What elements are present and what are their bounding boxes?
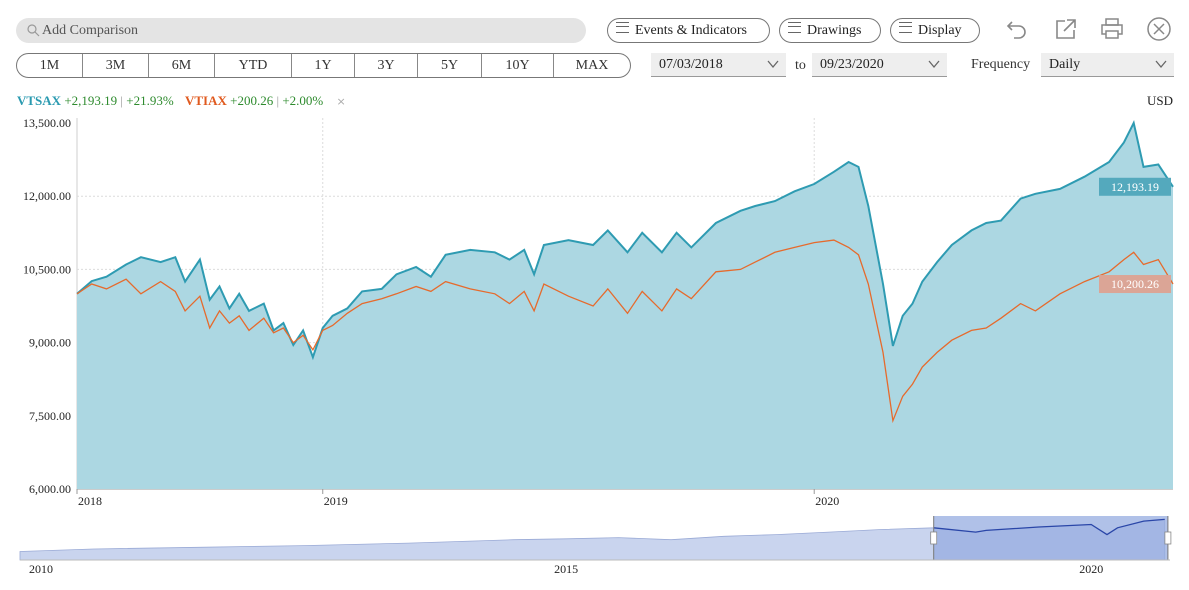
drawings-label: Drawings [807, 23, 862, 38]
add-comparison-placeholder: Add Comparison [42, 23, 139, 38]
undo-icon[interactable] [1004, 16, 1030, 42]
y-tick-label: 9,000.00 [29, 336, 71, 350]
vtiax-last-value-badge: 10,200.26 [1099, 275, 1171, 294]
vtsax-last-value-badge-text: 12,193.19 [1111, 180, 1159, 194]
navigator-selected-line [933, 518, 1165, 536]
events-indicators-button[interactable]: Events & Indicators [607, 18, 770, 43]
date-to-label: to [795, 58, 806, 73]
vtiax-last-value-badge-text: 10,200.26 [1111, 277, 1159, 291]
range-navigator[interactable]: 2010 2015 2020 [0, 512, 1189, 590]
frequency-label: Frequency [971, 57, 1031, 72]
x-tick-label: 2019 [324, 494, 348, 508]
x-tick-label: 2020 [815, 494, 839, 508]
list-icon [899, 22, 912, 33]
list-icon [616, 22, 629, 33]
y-tick-label: 13,500.00 [23, 116, 71, 130]
close-icon[interactable] [1146, 16, 1172, 42]
vtiax-line [76, 239, 1174, 424]
print-icon[interactable] [1099, 16, 1125, 42]
range-5y-button[interactable]: 5Y [418, 54, 482, 77]
currency-label: USD [1146, 93, 1173, 108]
legend-vtsax-pct: +21.93% [126, 93, 174, 108]
navigator-selection[interactable] [933, 516, 1168, 560]
legend-vtsax-change: +2,193.19 [64, 93, 118, 108]
chevron-down-icon [928, 60, 940, 69]
display-button[interactable]: Display [890, 18, 980, 43]
navigator-right-handle[interactable] [1164, 516, 1172, 560]
range-1m-button[interactable]: 1M [17, 54, 83, 77]
range-3y-button[interactable]: 3Y [355, 54, 418, 77]
events-indicators-label: Events & Indicators [635, 23, 747, 38]
navigator-tick-label: 2015 [554, 562, 578, 576]
legend-separator: | [276, 93, 280, 108]
y-tick-label: 6,000.00 [29, 482, 71, 496]
search-icon [27, 24, 40, 37]
list-icon [788, 22, 801, 33]
range-max-button[interactable]: MAX [575, 58, 609, 73]
y-tick-label: 10,500.00 [23, 262, 71, 276]
vtsax-last-value-badge: 12,193.19 [1099, 177, 1171, 196]
range-selector: 1M 3M 6M YTD 1Y 3Y 5Y 10Y MAX [16, 53, 631, 78]
legend-vtiax-ticker[interactable]: VTIAX [184, 93, 227, 108]
start-date-value: 07/03/2018 [659, 57, 723, 72]
remove-comparison-icon[interactable]: × [336, 95, 346, 108]
end-date-select[interactable]: 09/23/2020 [812, 53, 947, 77]
chart-legend: VTSAX +2,193.19 | +21.93% VTIAX +200.26 … [17, 93, 346, 109]
range-3m-button[interactable]: 3M [83, 54, 149, 77]
navigator-left-handle[interactable] [930, 516, 938, 560]
frequency-value: Daily [1049, 57, 1081, 72]
y-tick-label: 7,500.00 [29, 409, 71, 423]
legend-vtsax-ticker[interactable]: VTSAX [17, 93, 62, 108]
display-label: Display [918, 23, 962, 38]
range-6m-button[interactable]: 6M [149, 54, 215, 77]
chevron-down-icon [1155, 60, 1167, 69]
chevron-down-icon [767, 60, 779, 69]
vtsax-area [77, 123, 1173, 489]
add-comparison-input[interactable]: Add Comparison [16, 18, 586, 43]
popout-icon[interactable] [1053, 16, 1079, 42]
range-10y-button[interactable]: 10Y [482, 54, 554, 77]
range-ytd-button[interactable]: YTD [215, 54, 292, 77]
y-tick-label: 12,000.00 [23, 189, 71, 203]
legend-vtiax-change: +200.26 [230, 93, 274, 108]
price-chart[interactable]: 13,500.00 12,000.00 10,500.00 9,000.00 7,500… [0, 112, 1189, 512]
navigator-tick-label: 2010 [29, 562, 53, 576]
navigator-tick-label: 2020 [1079, 562, 1103, 576]
legend-separator: | [120, 93, 124, 108]
vtsax-line [76, 120, 1174, 361]
start-date-select[interactable]: 07/03/2018 [651, 53, 786, 77]
legend-vtiax-pct: +2.00% [282, 93, 324, 108]
end-date-value: 09/23/2020 [820, 57, 884, 72]
frequency-select[interactable]: Daily [1041, 53, 1174, 77]
drawings-button[interactable]: Drawings [779, 18, 881, 43]
x-tick-label: 2018 [78, 494, 102, 508]
range-1y-button[interactable]: 1Y [292, 54, 355, 77]
